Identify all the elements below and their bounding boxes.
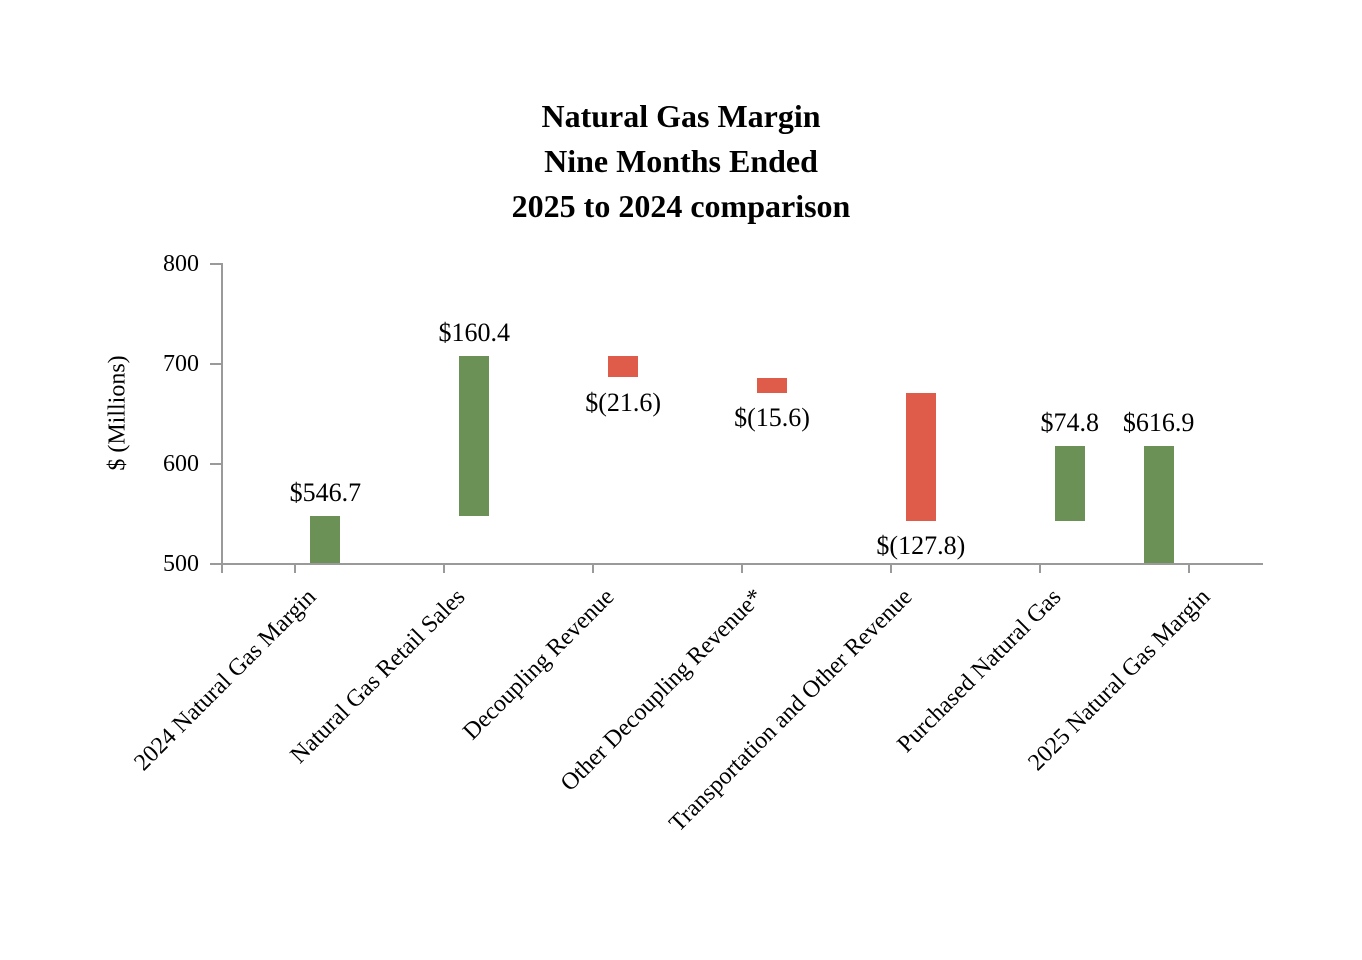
bar-2025-natural-gas-margin: [1143, 446, 1174, 563]
y-tick: [210, 463, 221, 465]
x-tick: [1038, 563, 1041, 573]
bar-value-label: $546.7: [289, 478, 362, 508]
bar-decoupling-revenue: [608, 355, 639, 378]
x-tick: [1187, 563, 1190, 573]
x-tick: [592, 563, 595, 573]
bar-value-label: $74.8: [1040, 408, 1099, 438]
bar-value-label: $(127.8): [876, 530, 966, 560]
bar-natural-gas-retail-sales: [459, 355, 490, 517]
y-tick-label: 700: [163, 351, 199, 377]
x-tick: [889, 563, 892, 573]
y-tick: [210, 263, 221, 265]
bar-other-decoupling-revenue: [757, 377, 787, 394]
x-tick: [443, 563, 446, 573]
bar-value-label: $(21.6): [585, 387, 662, 417]
bar-transportation-and-other-revenue: [905, 393, 936, 521]
chart-title: Natural Gas Margin Nine Months Ended 202…: [511, 98, 851, 224]
y-tick-label: 500: [163, 551, 199, 577]
bar-value-label: $(15.6): [734, 403, 810, 433]
bar-purchased-natural-gas: [1054, 446, 1085, 521]
y-tick-label: 600: [163, 451, 199, 477]
y-tick: [210, 563, 221, 565]
bar-value-label: $616.9: [1122, 408, 1195, 438]
y-tick: [210, 363, 221, 365]
bar-value-label: $160.4: [438, 317, 511, 347]
bar-2024-natural-gas-margin: [310, 516, 341, 563]
y-axis-line: [221, 263, 223, 565]
x-tick: [741, 563, 743, 573]
x-tick: [294, 563, 297, 573]
y-tick-label: 800: [163, 251, 199, 277]
x-axis-end-tick: [221, 563, 223, 573]
